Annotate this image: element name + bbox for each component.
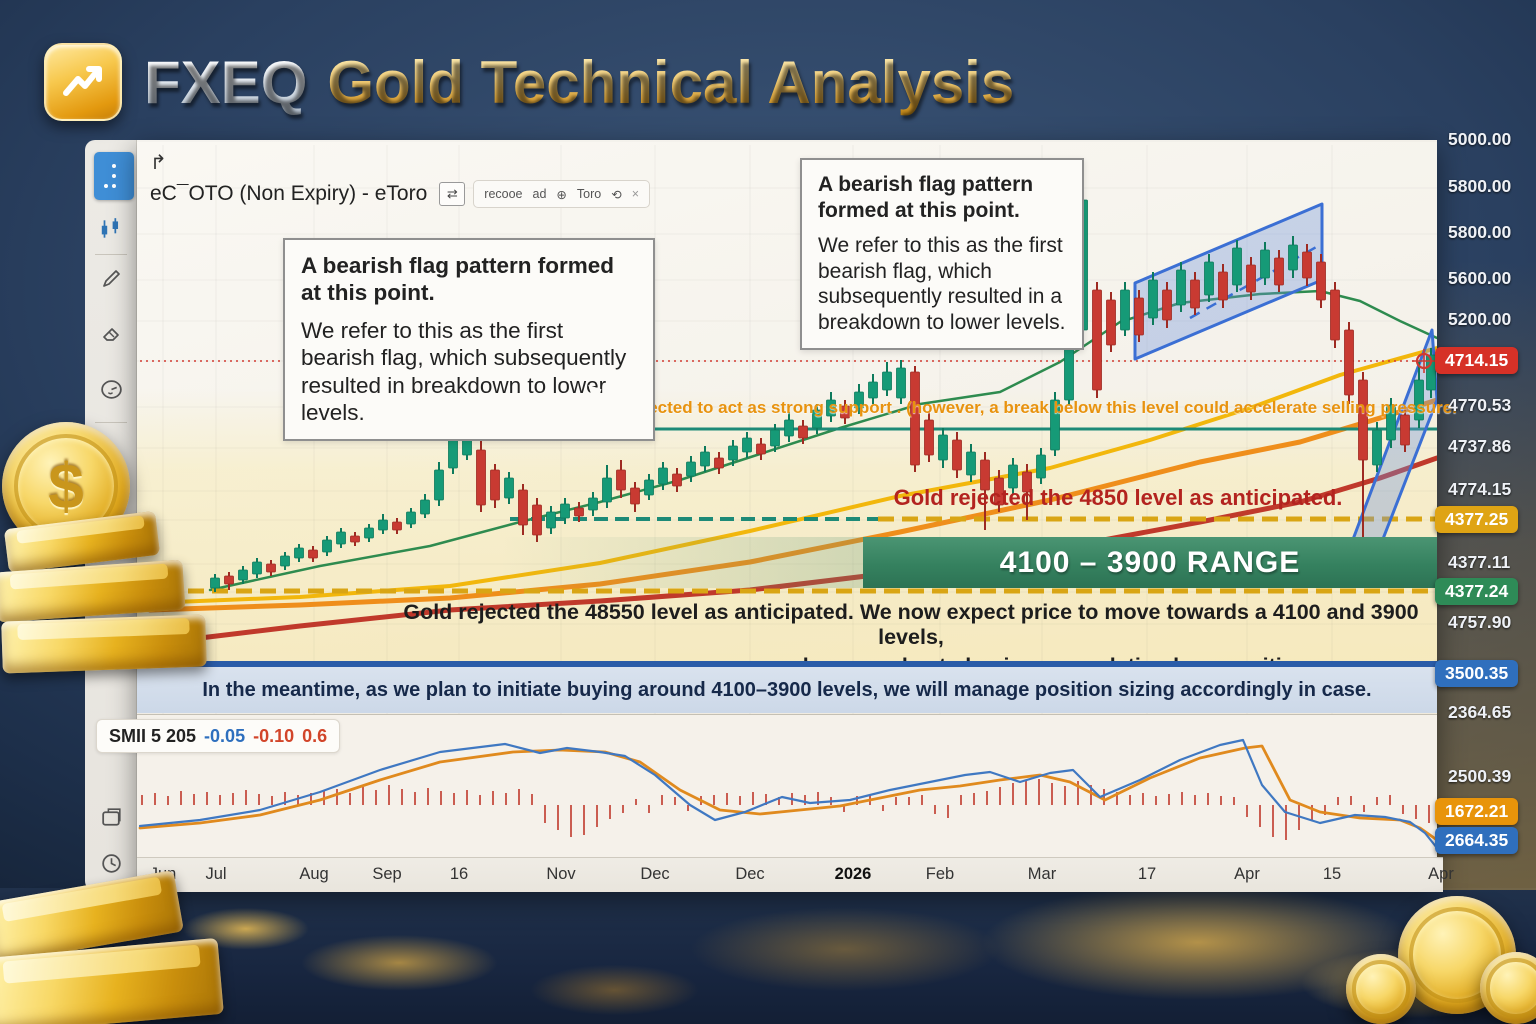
price-marker bbox=[1412, 349, 1436, 373]
fxeq-logo-icon bbox=[44, 43, 122, 121]
clipboard-tool-icon[interactable] bbox=[93, 800, 129, 834]
price-axis-label: 5000.00 bbox=[1448, 129, 1512, 149]
range-banner: 4100 – 3900 RANGE bbox=[863, 537, 1437, 588]
indicator-value: -0.10 bbox=[253, 725, 295, 746]
indicator-label[interactable]: SMII 5 205 -0.05 -0.10 0.6 bbox=[96, 719, 341, 753]
price-axis-label: 2500.39 bbox=[1448, 766, 1512, 786]
indicator-value: -0.05 bbox=[204, 725, 246, 746]
price-axis-label: 4737.86 bbox=[1448, 436, 1512, 456]
range-band-fade bbox=[500, 537, 865, 588]
time-axis[interactable]: JunJulAugSep16NovDecDec2026FebMar17Apr15… bbox=[137, 857, 1454, 892]
note-title: A bearish flag pattern formed at this po… bbox=[301, 253, 614, 306]
time-axis-label: Dec bbox=[735, 865, 765, 883]
indicator-panel[interactable] bbox=[137, 714, 1437, 858]
header-pill: recooe ad ⊕ Toro ⟲ × bbox=[473, 180, 651, 208]
clock-tool-icon[interactable] bbox=[93, 846, 129, 880]
time-axis-label: Dec bbox=[640, 865, 670, 883]
close-icon[interactable]: × bbox=[631, 187, 640, 201]
note-title: A bearish flag pattern formed at this po… bbox=[818, 173, 1034, 222]
price-axis-label: 2364.65 bbox=[1448, 702, 1512, 722]
price-axis-label: 4377.11 bbox=[1448, 552, 1511, 572]
header-item[interactable]: ad bbox=[532, 187, 547, 201]
indicator-name: SMII 5 205 bbox=[109, 725, 197, 746]
resize-icon[interactable]: ⇄ bbox=[439, 182, 466, 206]
support-level-note: The 4377 level is expected to act as str… bbox=[480, 398, 1457, 417]
time-axis-label: Nov bbox=[546, 865, 576, 883]
indicator-value: 0.6 bbox=[302, 725, 328, 746]
symbol-name[interactable]: eC¯OTO (Non Expiry) - eToro bbox=[150, 182, 428, 205]
price-badge: 2664.35 bbox=[1435, 827, 1519, 854]
moving-averages bbox=[147, 289, 1437, 647]
undo-arrow-icon[interactable]: ↱ bbox=[150, 152, 167, 174]
time-axis-label: Feb bbox=[925, 865, 955, 883]
brand-name: FXEQ bbox=[144, 48, 308, 116]
time-axis-label: 17 bbox=[1137, 865, 1157, 883]
oscillator-chart[interactable] bbox=[137, 715, 1437, 857]
oscillator-lines bbox=[138, 738, 1437, 850]
eraser-tool-icon[interactable] bbox=[93, 316, 129, 350]
header-item[interactable]: Toro bbox=[576, 187, 602, 201]
globe-icon[interactable]: ⊕ bbox=[556, 187, 567, 202]
time-axis-label: Aug bbox=[299, 865, 329, 883]
price-badge: 4377.25 bbox=[1435, 506, 1519, 533]
magnet-tool-icon[interactable] bbox=[93, 372, 129, 406]
price-axis-label: 5800.00 bbox=[1448, 176, 1512, 196]
bearish-flag-note-left[interactable]: A bearish flag pattern formed at this po… bbox=[283, 238, 655, 441]
time-axis-label: Apr bbox=[1234, 865, 1260, 883]
title-heading: Gold Technical Analysis bbox=[327, 48, 1015, 116]
price-axis-label: 5600.00 bbox=[1448, 268, 1512, 288]
time-axis-label: 15 bbox=[1322, 865, 1342, 883]
price-axis-label: 4774.15 bbox=[1448, 479, 1512, 499]
gold-coin-decoration bbox=[1346, 954, 1416, 1024]
pointer-tool-icon[interactable] bbox=[94, 152, 134, 200]
outlook-line1: Gold rejected the 48550 level as anticip… bbox=[403, 600, 1419, 649]
bearish-flag-note-right[interactable]: A bearish flag pattern formed at this po… bbox=[800, 158, 1084, 350]
time-axis-label: Mar bbox=[1027, 865, 1057, 883]
plan-banner: In the meantime, as we plan to initiate … bbox=[137, 661, 1437, 713]
time-axis-label: Jul bbox=[205, 865, 227, 883]
candles-tool-icon[interactable] bbox=[93, 212, 129, 246]
title-bar: FXEQ Gold Technical Analysis bbox=[44, 40, 1014, 124]
price-axis-label: 5800.00 bbox=[1448, 222, 1512, 242]
note-body: We refer to this as the first bearish fl… bbox=[301, 317, 627, 426]
time-axis-label: 16 bbox=[449, 865, 469, 883]
price-axis-label: 4757.90 bbox=[1448, 612, 1512, 632]
gold-dust-strip bbox=[0, 888, 1536, 1024]
price-axis[interactable]: 5000.00 5800.00 5800.00 5600.00 5200.00 4714.… bbox=[1435, 0, 1536, 1024]
time-axis-label: 2026 bbox=[834, 865, 872, 883]
gold-bar-decoration bbox=[1, 614, 207, 674]
price-badge: 3500.35 bbox=[1435, 660, 1519, 687]
price-axis-label: 4770.53 bbox=[1448, 395, 1512, 415]
pencil-tool-icon[interactable] bbox=[93, 262, 129, 296]
price-axis-label: 5200.00 bbox=[1448, 309, 1512, 329]
price-badge: 4377.24 bbox=[1435, 578, 1519, 605]
page-title: FXEQ Gold Technical Analysis bbox=[144, 48, 1014, 117]
rejection-note: Gold rejected the 4850 level as anticipa… bbox=[893, 485, 1343, 510]
toolbar-divider bbox=[95, 254, 127, 255]
header-item[interactable]: recooe bbox=[484, 187, 523, 201]
refresh-icon[interactable]: ⟲ bbox=[611, 187, 622, 202]
toolbar-divider bbox=[95, 422, 127, 423]
time-axis-label: Sep bbox=[372, 865, 402, 883]
time-axis-label: Apr bbox=[1428, 865, 1454, 883]
price-badge: 1672.21 bbox=[1435, 798, 1519, 825]
chart-arrow-icon bbox=[63, 66, 102, 96]
price-badge: 4714.15 bbox=[1435, 347, 1519, 374]
gold-coin-decoration bbox=[1480, 952, 1536, 1024]
oscillator-histogram bbox=[141, 779, 1430, 840]
note-body: We refer to this as the first bearish fl… bbox=[818, 234, 1066, 335]
